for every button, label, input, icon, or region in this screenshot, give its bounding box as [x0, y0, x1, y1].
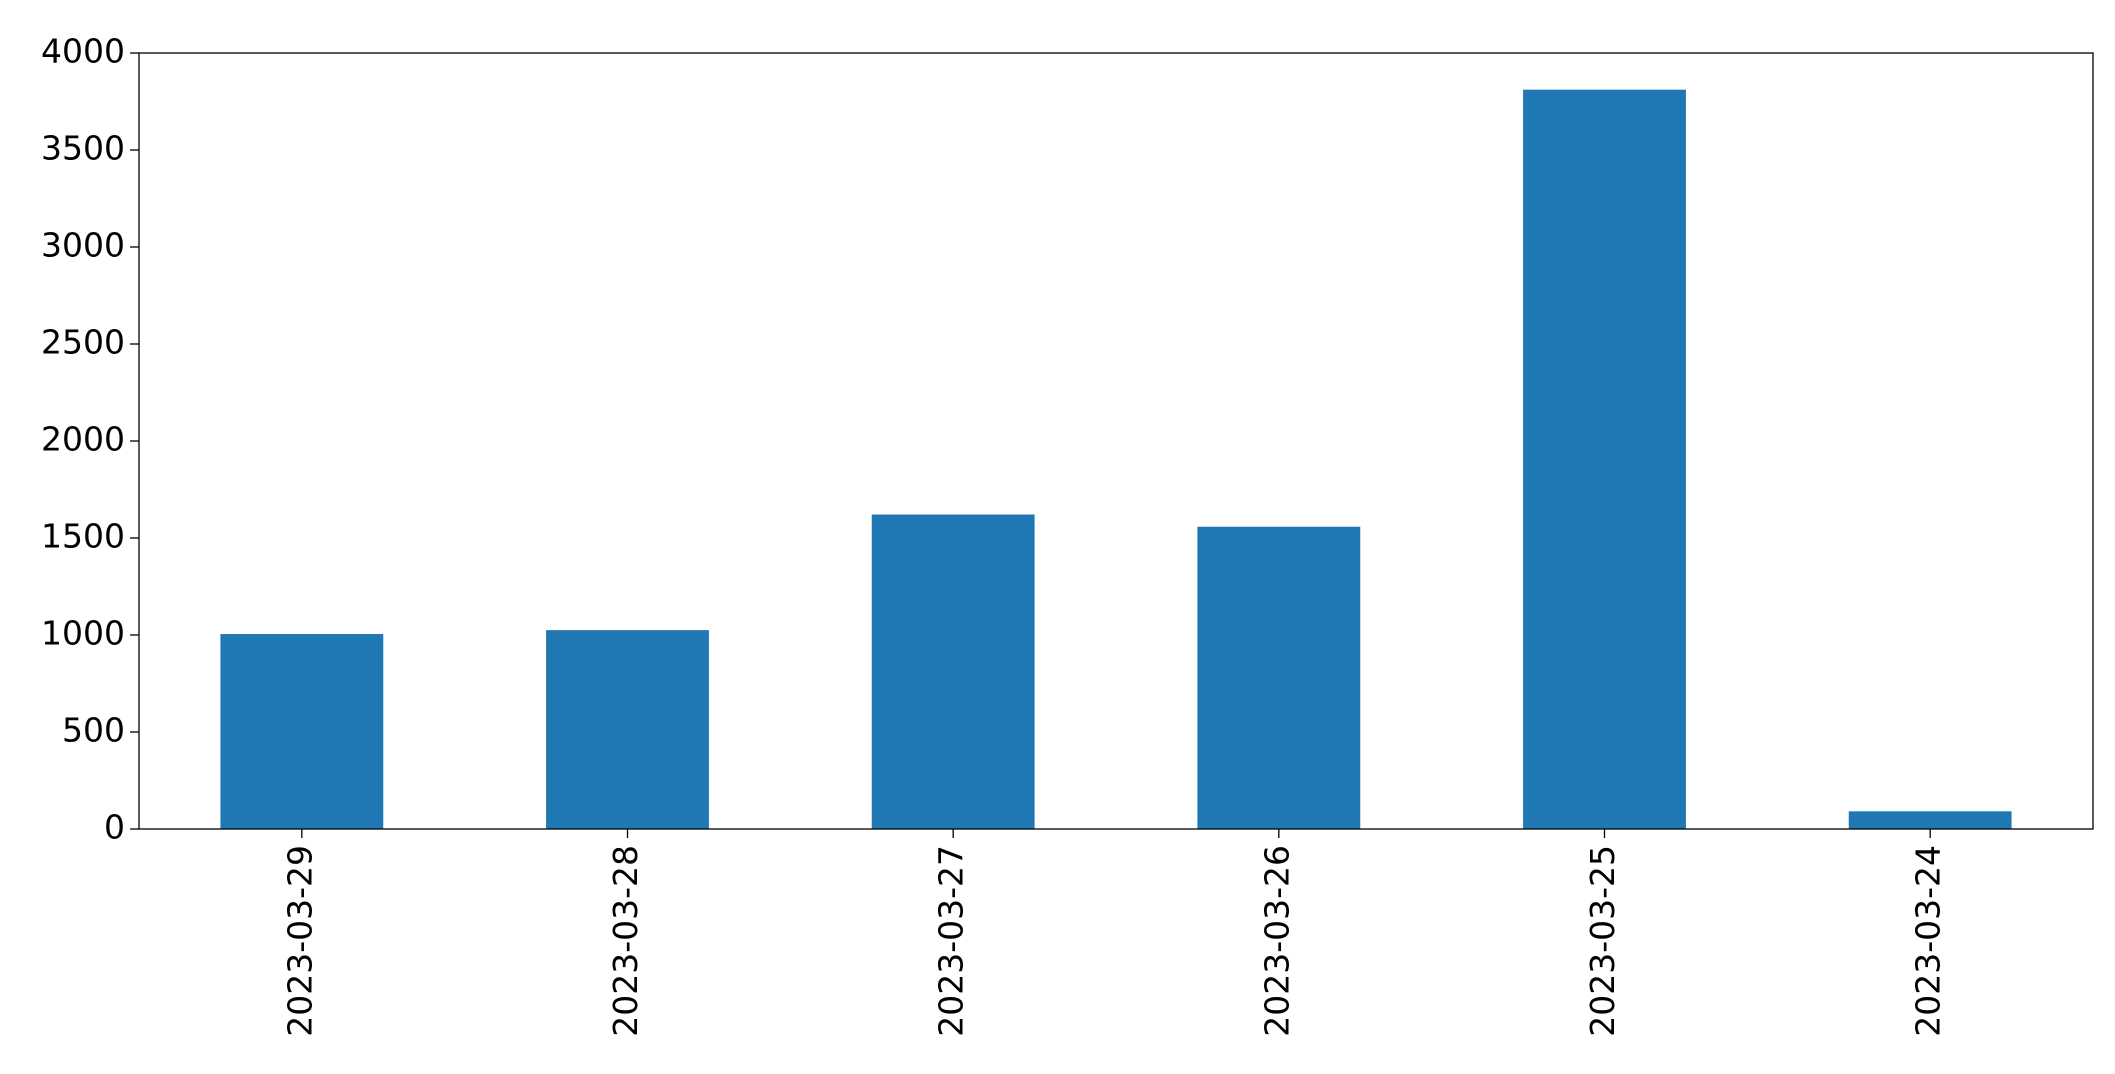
plot-frame	[138, 52, 2094, 830]
x-tick-label: 2023-03-26	[1257, 845, 1296, 1037]
bar	[220, 634, 384, 829]
y-tick-label: 500	[62, 711, 125, 750]
bar	[1197, 526, 1361, 829]
y-tick-label: 3000	[41, 226, 125, 265]
y-tick-label: 3500	[41, 129, 125, 168]
x-tick-label: 2023-03-27	[932, 845, 971, 1037]
bar	[1848, 811, 2012, 829]
y-tick-label: 1000	[41, 614, 125, 653]
x-tick-label: 2023-03-24	[1909, 845, 1948, 1037]
y-tick-label: 0	[104, 808, 125, 847]
bar	[1523, 89, 1686, 829]
y-tick-label: 2500	[41, 323, 125, 362]
x-tick-label: 2023-03-28	[606, 845, 645, 1037]
x-tick-label: 2023-03-25	[1583, 845, 1622, 1037]
y-tick-label: 2000	[41, 420, 125, 459]
y-tick-label: 1500	[41, 517, 125, 556]
y-tick-label: 4000	[41, 32, 125, 71]
bar	[546, 630, 709, 829]
bar	[871, 514, 1035, 829]
x-tick-label: 2023-03-29	[280, 845, 319, 1037]
